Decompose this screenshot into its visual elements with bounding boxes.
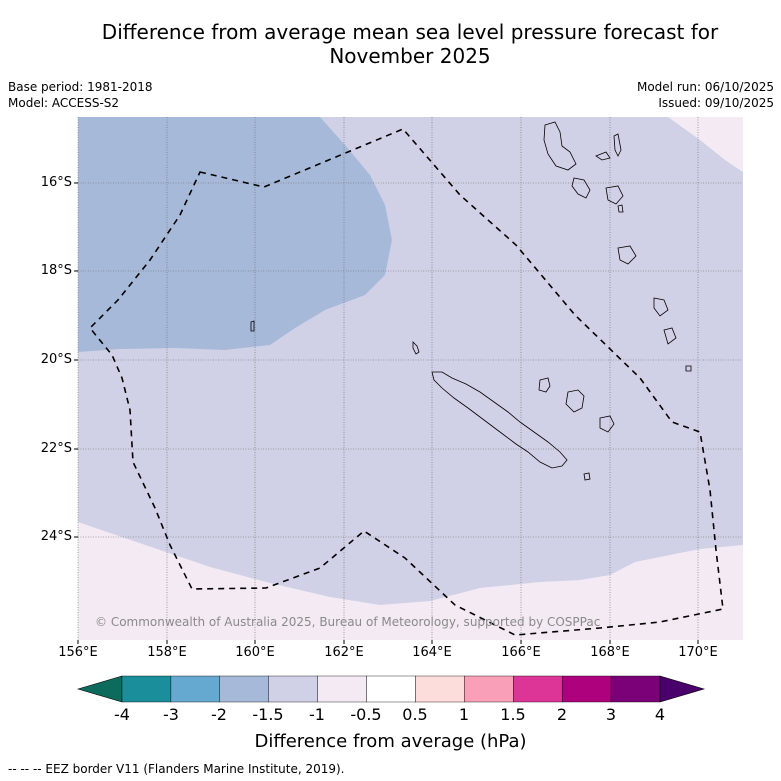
tanna	[653, 297, 669, 317]
ouvea-island	[538, 377, 551, 393]
title-line-1: Difference from average mean sea level p…	[101, 20, 719, 44]
new-caledonia-coast	[431, 371, 568, 469]
colorbar-segment	[513, 675, 563, 703]
issued-date: Issued: 09/10/2025	[658, 96, 774, 110]
cb-tick-label: 2	[556, 705, 568, 724]
colorbar-under-arrow	[76, 675, 123, 703]
colorbar-segment	[317, 675, 367, 703]
colorbar-segment	[170, 675, 221, 703]
erromango	[617, 245, 637, 265]
lon-label-166e: 166°E	[501, 645, 541, 660]
region-minus2	[78, 117, 392, 352]
cb-tick-label: -1	[309, 705, 325, 724]
lon-label-168e: 168°E	[590, 645, 630, 660]
colorbar-segment	[121, 675, 172, 703]
chart-title: Difference from average mean sea level p…	[40, 20, 780, 68]
gridlines	[77, 117, 743, 640]
mare-island	[599, 415, 615, 433]
colorbar	[76, 675, 706, 703]
malekula	[571, 177, 591, 199]
colorbar-segment	[366, 675, 416, 703]
lon-label-170e: 170°E	[678, 645, 718, 660]
tick-marks	[74, 182, 699, 644]
espiritu-santo	[543, 121, 577, 171]
colorbar-title: Difference from average (hPa)	[254, 731, 527, 752]
colorbar-segment	[561, 675, 612, 703]
lon-label-160e: 160°E	[235, 645, 275, 660]
colorbar-segment	[415, 675, 465, 703]
epi	[617, 204, 624, 213]
belep-islands	[412, 341, 420, 355]
cb-tick-label: 4	[654, 705, 666, 724]
lat-label-18s: 18°S	[40, 263, 72, 278]
region-minus1	[78, 522, 743, 640]
chesterfield-islet	[250, 320, 255, 332]
cb-tick-label: -3	[163, 705, 179, 724]
colorbar-segments	[121, 675, 661, 703]
base-period: Base period: 1981-2018	[8, 80, 153, 94]
efate	[605, 185, 624, 205]
cb-tick-label: 0.5	[402, 705, 428, 724]
cb-tick-label: 3	[605, 705, 617, 724]
colorbar-over-arrow	[659, 675, 706, 703]
aneityum	[663, 327, 677, 345]
cb-tick-label: 1	[458, 705, 470, 724]
eez-border	[88, 128, 724, 636]
ambae	[595, 151, 611, 161]
copyright-text: © Commonwealth of Australia 2025, Bureau…	[95, 615, 600, 629]
region-minus1-corner	[668, 117, 743, 172]
cb-tick-label: 1.5	[500, 705, 526, 724]
colorbar-segment	[610, 675, 661, 703]
coastlines	[250, 121, 692, 481]
colorbar-segment	[268, 675, 318, 703]
model-name: Model: ACCESS-S2	[8, 96, 120, 110]
lon-label-156e: 156°E	[58, 645, 98, 660]
colorbar-segment	[464, 675, 514, 703]
lon-label-164e: 164°E	[412, 645, 452, 660]
map-area	[78, 117, 743, 640]
pentecost	[613, 133, 622, 157]
cb-tick-label: -0.5	[350, 705, 382, 724]
lat-label-20s: 20°S	[40, 352, 72, 367]
lat-label-24s: 24°S	[40, 529, 72, 544]
title-line-2: November 2025	[329, 44, 491, 68]
info-right: Model run: 06/10/2025 Issued: 09/10/2025	[637, 79, 774, 111]
eez-legend-note: -- -- -- EEZ border V11 (Flanders Marine…	[8, 762, 345, 776]
model-run: Model run: 06/10/2025	[636, 80, 774, 94]
lat-label-22s: 22°S	[40, 441, 72, 456]
info-left: Base period: 1981-2018 Model: ACCESS-S2	[8, 79, 153, 111]
lon-label-162e: 162°E	[324, 645, 364, 660]
lon-label-158e: 158°E	[147, 645, 187, 660]
lat-label-16s: 16°S	[40, 175, 72, 190]
cb-tick-label: -1.5	[252, 705, 284, 724]
isle-of-pines	[583, 472, 591, 481]
cb-tick-label: -2	[211, 705, 227, 724]
matthew-island	[685, 365, 692, 372]
lifou-island	[565, 389, 585, 413]
colorbar-segment	[219, 675, 269, 703]
cb-tick-label: -4	[114, 705, 130, 724]
